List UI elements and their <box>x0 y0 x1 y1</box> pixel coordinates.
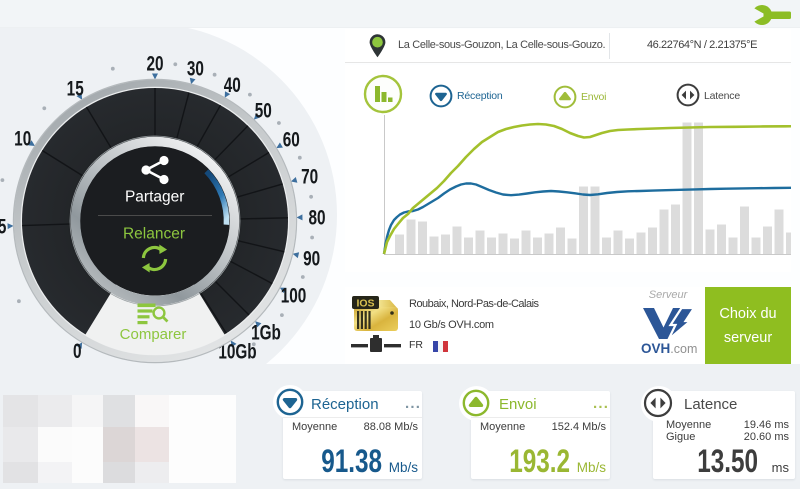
svg-text:40: 40 <box>224 72 241 96</box>
svg-text:100: 100 <box>281 283 307 307</box>
svg-text:50: 50 <box>255 98 272 122</box>
svg-text:1Gb: 1Gb <box>251 320 281 344</box>
svg-text:10: 10 <box>14 126 31 150</box>
svg-text:5: 5 <box>0 214 6 238</box>
svg-text:30: 30 <box>187 56 204 80</box>
svg-text:Relancer: Relancer <box>123 226 185 243</box>
svg-text:IOS: IOS <box>356 298 374 310</box>
svg-text:0: 0 <box>73 338 82 362</box>
svg-text:Comparer: Comparer <box>120 326 187 343</box>
svg-text:10Gb: 10Gb <box>218 339 256 363</box>
svg-text:20: 20 <box>146 51 163 75</box>
svg-text:90: 90 <box>303 246 320 270</box>
svg-text:70: 70 <box>301 164 318 188</box>
svg-text:15: 15 <box>67 76 84 100</box>
svg-text:Partager: Partager <box>125 189 184 206</box>
svg-text:60: 60 <box>283 127 300 151</box>
svg-text:80: 80 <box>308 205 325 229</box>
